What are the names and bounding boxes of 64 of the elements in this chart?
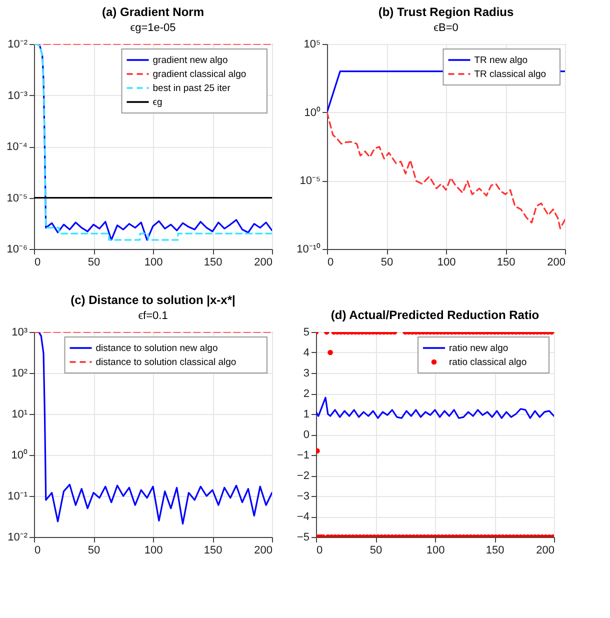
chart-title: (d) Actual/Predicted Reduction Ratio (330, 308, 540, 322)
y-tick-label: 10⁻¹ (8, 490, 28, 502)
x-tick-label: 150 (486, 544, 504, 556)
line-series (316, 396, 554, 419)
chart-title: (a) Gradient Norm (102, 5, 204, 19)
legend-label: best in past 25 iter (152, 83, 230, 94)
y-tick-label: 10⁰ (11, 448, 28, 462)
x-tick-label: 200 (254, 256, 272, 268)
legend-label: ratio classical algo (449, 357, 527, 368)
y-tick-label: −2 (296, 470, 310, 482)
legend-label: distance to solution classical algo (96, 357, 236, 368)
y-tick-label: −1 (296, 450, 310, 462)
y-tick-label: −3 (296, 490, 310, 502)
x-tick-label: 100 (144, 544, 163, 556)
x-tick-label: 0 (34, 544, 41, 556)
chart-subtitle: ϵg=1e-05 (130, 22, 176, 34)
y-tick-label: 10⁻³ (8, 90, 28, 102)
x-tick-label: 0 (328, 256, 334, 268)
x-tick-label: 200 (536, 544, 554, 556)
y-tick-label: 10⁻¹⁰ (296, 242, 320, 256)
legend-label: ratio new algo (449, 343, 508, 354)
legend-label: TR new algo (474, 55, 528, 66)
y-tick-label: 10⁰ (304, 106, 320, 119)
legend-label: gradient new algo (152, 55, 228, 66)
x-tick-label: 100 (426, 544, 445, 556)
x-tick-label: 0 (34, 256, 41, 268)
x-tick-label: 150 (204, 544, 222, 556)
y-tick-label: 4 (303, 347, 310, 359)
y-tick-label: 10⁻² (8, 532, 28, 544)
legend-label: gradient classical algo (152, 69, 246, 80)
y-tick-label: 10³ (12, 326, 28, 338)
legend-label: distance to solution new algo (96, 343, 218, 354)
y-tick-label: 10² (12, 368, 28, 380)
x-tick-label: 100 (437, 256, 456, 268)
y-tick-label: 10⁻⁵ (300, 175, 320, 188)
y-tick-label: −5 (296, 532, 310, 544)
x-tick-label: 50 (88, 544, 100, 556)
chart-title: (b) Trust Region Radius (378, 5, 514, 19)
chart-title: (c) Distance to solution |x-x*| (70, 293, 236, 307)
legend-label: TR classical algo (474, 69, 546, 80)
y-tick-label: 10⁻² (8, 38, 28, 50)
y-tick-label: 5 (303, 326, 310, 338)
y-tick-label: 10⁵ (304, 38, 320, 50)
x-tick-label: 50 (380, 256, 394, 268)
x-tick-label: 150 (204, 256, 222, 268)
x-tick-label: 50 (370, 544, 382, 556)
y-tick-label: 10⁻⁶ (6, 244, 28, 256)
y-tick-label: −4 (296, 511, 310, 523)
y-tick-label: 10¹ (12, 408, 28, 420)
y-tick-label: 10⁻⁵ (6, 192, 28, 204)
x-tick-label: 50 (88, 256, 100, 268)
y-tick-label: 0 (303, 429, 310, 441)
y-tick-label: 3 (303, 368, 310, 380)
y-tick-label: 2 (303, 388, 310, 400)
chart-subtitle: ϵB=0 (434, 22, 458, 34)
y-tick-label: 10⁻⁴ (6, 141, 28, 153)
x-tick-label: 150 (496, 256, 516, 268)
x-tick-label: 200 (254, 544, 272, 556)
x-tick-label: 200 (547, 256, 566, 268)
legend-label: ϵg (152, 97, 162, 108)
y-tick-label: 1 (303, 408, 310, 420)
chart-subtitle: ϵf=0.1 (138, 310, 168, 322)
x-tick-label: 100 (144, 256, 163, 268)
line-series (327, 112, 565, 230)
